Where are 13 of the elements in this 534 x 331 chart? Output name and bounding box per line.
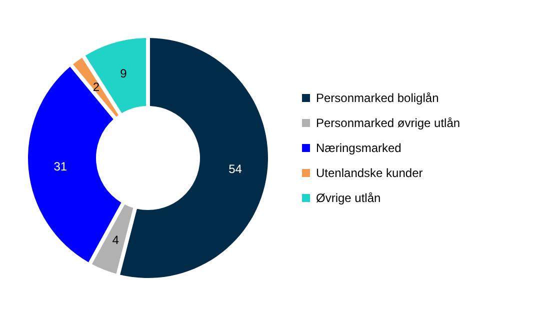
data-label: 4 [112,232,120,247]
legend-label: Øvrige utlån [316,191,381,205]
donut-slice [92,204,134,274]
data-label: 54 [228,162,242,176]
legend-label: Personmarked boliglån [316,91,439,105]
data-label: 2 [92,80,100,94]
data-label: 9 [120,66,128,80]
legend-label: Personmarked øvrige utlån [316,116,460,130]
legend-label: Utenlandske kunder [316,166,423,180]
donut-slice [28,66,122,262]
donut-slice [85,38,146,114]
data-label: 31 [54,159,68,174]
legend-label: Næringsmarked [316,141,402,155]
